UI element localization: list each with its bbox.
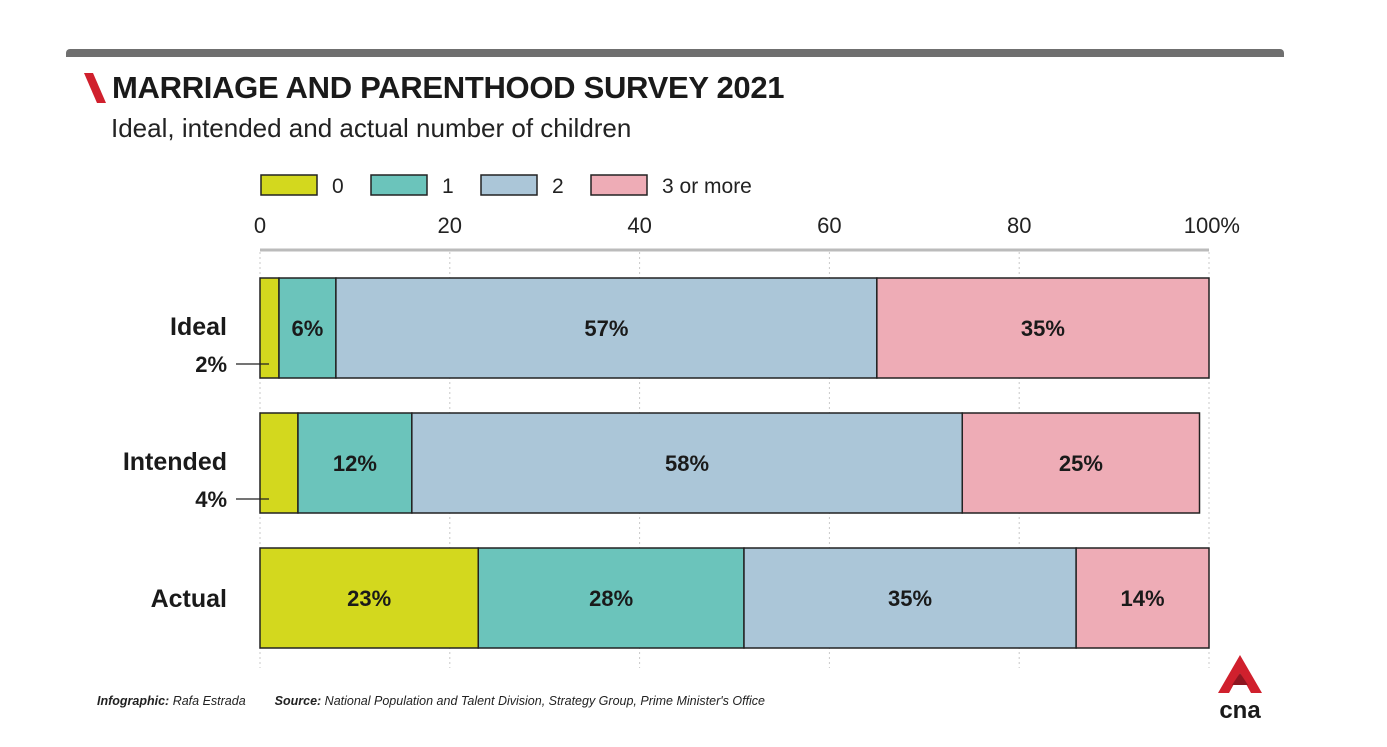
- bar-ideal-0: [259, 277, 280, 379]
- data-label-actual-3: 14%: [1121, 586, 1165, 611]
- legend-swatch-1: [370, 174, 428, 196]
- x-tick-label-5: 100%: [1184, 213, 1240, 238]
- category-label-actual: Actual: [151, 585, 227, 613]
- legend-label-0: 0: [332, 175, 344, 198]
- bar-intended-0: [259, 412, 299, 514]
- cna-logo-icon: cna: [1218, 655, 1262, 721]
- source-label: Source:: [274, 694, 322, 708]
- data-label-ideal-2: 57%: [584, 316, 628, 341]
- data-label-ideal-0: 2%: [195, 352, 227, 377]
- bar-actual-1: [477, 547, 745, 649]
- chart-title: MARRIAGE AND PARENTHOOD SURVEY 2021: [112, 70, 785, 105]
- bar-ideal-2: [335, 277, 878, 379]
- bar-ideal-3: [876, 277, 1210, 379]
- legend-swatch-0: [260, 174, 318, 196]
- category-label-intended: Intended: [123, 448, 227, 476]
- data-label-actual-1: 28%: [589, 586, 633, 611]
- legend-label-1: 1: [442, 175, 454, 198]
- bar-intended-3: [961, 412, 1201, 514]
- data-label-intended-0: 4%: [195, 487, 227, 512]
- title-block: MARRIAGE AND PARENTHOOD SURVEY 2021: [84, 70, 785, 106]
- category-label-ideal: Ideal: [170, 313, 227, 341]
- bar-intended-1: [297, 412, 413, 514]
- bar-intended-2: [411, 412, 964, 514]
- legend-swatch-3: [590, 174, 648, 196]
- source-text: National Population and Talent Division,…: [324, 694, 765, 708]
- top-accent-bar: [66, 49, 1284, 57]
- data-label-intended-3: 25%: [1059, 451, 1103, 476]
- data-label-actual-0: 23%: [347, 586, 391, 611]
- legend-label-3: 3 or more: [662, 175, 752, 198]
- data-label-actual-2: 35%: [888, 586, 932, 611]
- logo-text: cna: [1219, 697, 1261, 721]
- infographic-label: Infographic:: [97, 694, 170, 708]
- x-tick-label-1: 20: [438, 213, 462, 238]
- infographic-name: Rafa Estrada: [172, 694, 246, 708]
- data-label-intended-2: 58%: [665, 451, 709, 476]
- x-tick-label-2: 40: [627, 213, 651, 238]
- credits: Infographic: Rafa Estrada Source: Nation…: [97, 694, 765, 708]
- title-slash-icon: [84, 73, 106, 103]
- chart-subtitle: Ideal, intended and actual number of chi…: [111, 113, 632, 143]
- bar-actual-0: [259, 547, 480, 649]
- data-label-ideal-3: 35%: [1021, 316, 1065, 341]
- data-label-ideal-1: 6%: [292, 316, 324, 341]
- x-tick-label-3: 60: [817, 213, 841, 238]
- x-tick-label-0: 0: [254, 213, 266, 238]
- legend-label-2: 2: [552, 175, 564, 198]
- legend-swatch-2: [480, 174, 538, 196]
- x-tick-label-4: 80: [1007, 213, 1031, 238]
- bar-actual-3: [1075, 547, 1210, 649]
- data-label-intended-1: 12%: [333, 451, 377, 476]
